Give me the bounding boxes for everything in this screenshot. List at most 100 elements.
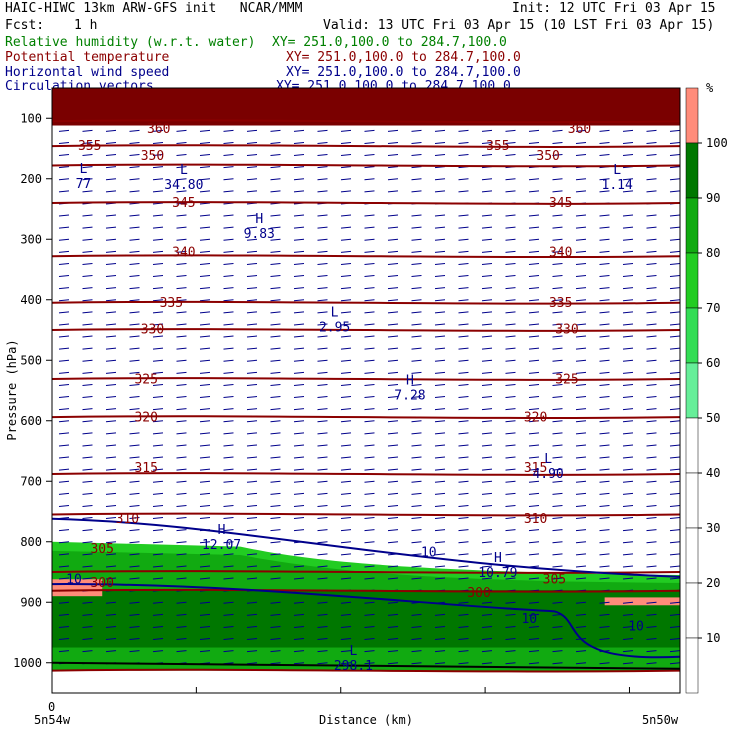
circulation-vector [293,141,305,144]
circulation-vector [387,601,399,604]
circulation-vector [176,311,187,314]
circulation-vector [364,577,375,580]
circulation-vector [223,226,234,229]
circulation-vector [552,420,563,423]
circulation-vector [152,625,164,628]
circulation-vector [223,299,234,302]
circulation-vector [458,299,469,302]
x-zero-label: 0 [48,700,55,714]
circulation-vector [387,650,399,653]
extremum-type: H [218,523,226,538]
circulation-vector [646,650,657,653]
circulation-vector [58,504,70,507]
circulation-vector [599,638,610,641]
circulation-vector [552,299,563,302]
circulation-vector [82,492,93,495]
circulation-vector [246,444,258,447]
circulation-vector [575,287,587,290]
circulation-vector [646,529,657,532]
circulation-vector [105,347,117,350]
circulation-vector [528,287,540,290]
circulation-vector [199,190,211,193]
circulation-vector [528,480,540,483]
circulation-vector [152,468,164,471]
circulation-vector [411,517,422,520]
circulation-vector [387,444,399,447]
circulation-vector [105,335,117,338]
circulation-vector [58,275,70,278]
circulation-vector [481,311,493,314]
circulation-vector [293,601,305,604]
circulation-vector [552,347,563,350]
circulation-vector [458,287,469,290]
circulation-vector [270,226,281,229]
circulation-vector [176,517,187,520]
x-right-label: 5n50w [642,713,679,727]
circulation-vector [622,154,634,157]
circulation-vector [669,347,681,350]
circulation-vector [505,517,516,520]
circulation-vector [552,383,563,386]
header-fcst-label: Fcst: [5,18,45,33]
circulation-vector [340,335,352,338]
circulation-vector [293,517,305,520]
circulation-vector [387,504,399,507]
circulation-vector [434,214,446,217]
header-valid: Valid: 13 UTC Fri 03 Apr 15 (10 LST Fri … [323,18,715,33]
circulation-vector [105,601,117,604]
circulation-vector [82,517,93,520]
circulation-vector [293,262,305,265]
circulation-vector [481,662,493,665]
circulation-vector [340,262,352,265]
circulation-vector [599,359,610,362]
circulation-vector [293,154,305,157]
circulation-vector [599,480,610,483]
circulation-vector [105,553,117,556]
circulation-vector [575,492,587,495]
circulation-vector [622,444,634,447]
theta-contour-325 [51,377,681,381]
circulation-vector [223,420,234,423]
circulation-vector [293,129,305,132]
circulation-vector [528,432,540,435]
circulation-vector [364,613,375,616]
circulation-vector [317,456,328,459]
circulation-vector [669,178,681,181]
circulation-vector [411,347,422,350]
circulation-vector [340,141,352,144]
circulation-vector [293,166,305,169]
circulation-vector [152,408,164,411]
circulation-vector [317,492,328,495]
circulation-vector [270,565,281,568]
circulation-vector [552,529,563,532]
circulation-vector [270,492,281,495]
circulation-vector [387,529,399,532]
circulation-vector [599,262,610,265]
circulation-vector [105,238,117,241]
extremum-type: H [494,551,502,566]
circulation-vector [199,311,211,314]
circulation-vector [246,190,258,193]
circulation-vector [176,287,187,290]
circulation-vector [528,396,540,399]
circulation-vector [223,262,234,265]
circulation-vector [293,565,305,568]
circulation-vector [364,335,375,338]
circulation-vector [528,275,540,278]
circulation-vector [199,238,211,241]
circulation-vector [317,226,328,229]
circulation-vector [199,250,211,253]
circulation-vector [646,250,657,253]
circulation-vector [552,444,563,447]
circulation-vector [411,129,422,132]
circulation-vector [340,299,352,302]
circulation-vector [129,166,140,169]
circulation-vector [340,250,352,253]
circulation-vector [646,456,657,459]
circulation-vector [434,226,446,229]
circulation-vector [199,287,211,290]
circulation-vector [481,396,493,399]
circulation-vector [129,468,140,471]
circulation-vector [58,166,70,169]
circulation-vector [58,214,70,217]
